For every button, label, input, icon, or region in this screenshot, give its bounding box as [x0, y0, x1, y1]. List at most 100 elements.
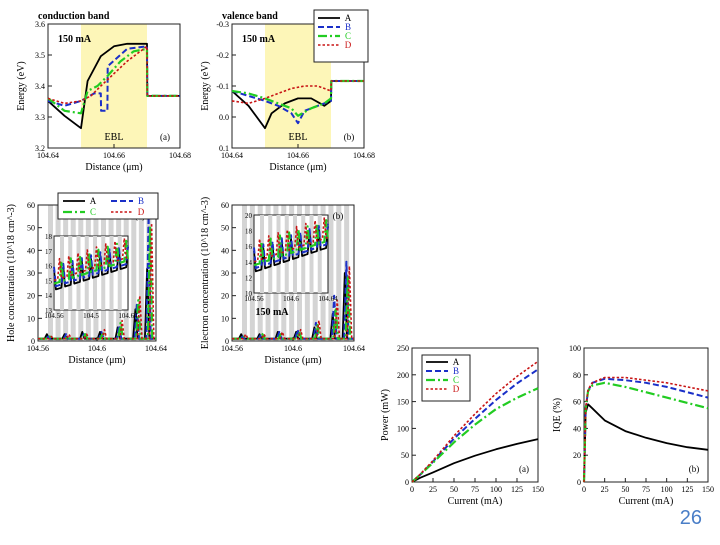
qw-stripe [249, 205, 255, 341]
y-tick-label: 0 [405, 478, 409, 487]
x-tick-label: 150 [702, 485, 714, 494]
series-C [47, 47, 180, 115]
x-tick-label: 104.66 [287, 151, 309, 160]
x-tick-label: 25 [601, 485, 609, 494]
qw-stripe [131, 205, 137, 341]
series-D [253, 216, 329, 263]
panel-label: (b) [344, 132, 355, 142]
x-tick-label: 0 [410, 485, 414, 494]
y-axis-label: Energy (eV) [16, 61, 27, 111]
y-axis-label: IQE (%) [552, 398, 563, 432]
y-axis-label: Hole concentration (10^18 cm^-3) [6, 204, 17, 342]
legend-label-C: C [453, 375, 459, 385]
y-tick-label: 0.1 [219, 144, 229, 153]
y-axis-label: Electron concentration (10^18 cm^-3) [200, 197, 211, 349]
inset-stripe [293, 215, 297, 293]
y-tick-label: 0 [31, 337, 35, 346]
series-A [411, 438, 539, 483]
qw-stripe [242, 205, 247, 341]
x-tick-label: 104.68 [353, 151, 375, 160]
inset-stripe [109, 236, 114, 310]
x-tick-label: 104.56 [27, 344, 49, 353]
y-tick-label: 40 [573, 424, 581, 433]
x-tick-label: 125 [681, 485, 693, 494]
inset-hole: 13 14 15 16 17 18 104.56 104.5 104.64 [44, 233, 138, 320]
x-axis-label: Current (mA) [448, 496, 503, 507]
inset-y-tick-label: 18 [245, 228, 253, 236]
y-tick-label: 60 [221, 201, 229, 210]
qw-stripe [336, 205, 342, 341]
x-axis-label: Distance (μm) [269, 162, 326, 173]
inset-x-tick-label: 104.64 [118, 312, 138, 320]
x-tick-label: 104.64 [343, 344, 365, 353]
series-D [232, 265, 354, 340]
x-axis-label: Distance (μm) [68, 355, 125, 366]
series-A [583, 403, 709, 483]
inset-y-tick-label: 13 [45, 307, 53, 315]
x-tick-label: 75 [642, 485, 650, 494]
y-tick-label: 20 [573, 451, 581, 460]
legend-label-B: B [453, 366, 459, 376]
y-tick-label: 20 [221, 292, 229, 301]
inset-x-tick-label: 104.64 [318, 295, 338, 303]
series-B [53, 243, 129, 288]
inset-y-tick-label: 17 [45, 248, 53, 256]
y-tick-label: 20 [27, 292, 35, 301]
legend-label-A: A [453, 357, 460, 367]
series-D [53, 237, 129, 282]
y-axis-label: Energy (eV) [200, 61, 211, 111]
x-tick-label: 104.68 [169, 151, 191, 160]
series-C [53, 239, 130, 285]
chart-iqe: 0 25 50 75 100 125 150 0 20 40 60 80 100 Current (mA)… [552, 344, 714, 507]
x-tick-label: 104.64 [145, 344, 167, 353]
legend-label-C: C [90, 207, 96, 217]
series-D [47, 45, 180, 105]
series-B [47, 45, 180, 112]
inset-y-tick-label: 10 [245, 290, 253, 298]
series-D [231, 80, 364, 105]
x-tick-label: 104.6 [88, 344, 106, 353]
series-D [411, 360, 539, 483]
x-tick-label: 0 [582, 485, 586, 494]
series-A [231, 80, 364, 130]
x-axis-label: Current (mA) [619, 496, 674, 507]
slide-number: 26 [679, 507, 702, 529]
current-annotation: 150 mA [255, 307, 289, 318]
qw-stripe [138, 205, 144, 341]
legend-label-B: B [345, 22, 351, 32]
x-tick-label: 100 [490, 485, 502, 494]
chart-title: valence band [222, 11, 278, 22]
x-tick-label: 50 [450, 485, 458, 494]
inset-x-tick-label: 104.5 [83, 312, 99, 320]
series-B [253, 222, 329, 269]
x-tick-label: 50 [621, 485, 629, 494]
y-tick-label: 250 [397, 344, 409, 353]
x-tick-label: 75 [471, 485, 479, 494]
y-tick-label: 3.6 [35, 20, 45, 29]
ebl-label: EBL [289, 132, 308, 143]
chart-vb: 104.64 104.66 104.68 0.1 0.0 -0.1 -0.2 -0.3 Dist… [200, 9, 375, 173]
legend-label-C: C [345, 31, 351, 41]
series-C [411, 387, 539, 483]
y-tick-label: -0.3 [216, 20, 229, 29]
qw-stripe [48, 205, 53, 341]
series-C [582, 381, 709, 483]
y-tick-label: 3.5 [35, 51, 45, 60]
legend-label-B: B [138, 196, 144, 206]
y-tick-label: 0 [577, 478, 581, 487]
x-tick-label: 25 [429, 485, 437, 494]
panel-label: (b) [333, 211, 344, 221]
y-tick-label: 10 [27, 314, 35, 323]
x-tick-label: 104.64 [37, 151, 59, 160]
y-tick-label: -0.2 [216, 51, 229, 60]
y-axis-label: Power (mW) [380, 389, 391, 441]
x-tick-label: 104.56 [221, 344, 243, 353]
inset-y-tick-label: 15 [45, 277, 53, 285]
inset-y-tick-label: 14 [45, 292, 53, 300]
y-tick-label: 50 [27, 224, 35, 233]
inset-y-tick-label: 18 [45, 233, 53, 241]
series-C [253, 219, 330, 267]
y-tick-label: 0 [225, 337, 229, 346]
x-tick-label: 104.6 [284, 344, 302, 353]
